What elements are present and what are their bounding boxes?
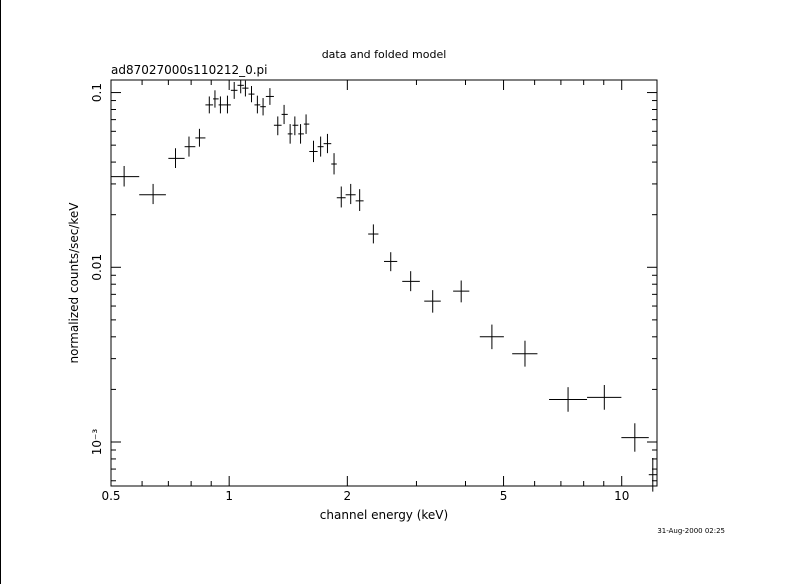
x-minor-ticks bbox=[110, 80, 623, 486]
data-point bbox=[230, 81, 238, 99]
data-point bbox=[248, 86, 255, 103]
data-point bbox=[402, 271, 420, 292]
data-point bbox=[587, 384, 622, 410]
data-point bbox=[298, 124, 304, 144]
data-point bbox=[621, 423, 649, 452]
data-point bbox=[237, 80, 244, 94]
y-axis-label: normalized counts/sec/keV bbox=[67, 202, 81, 364]
data-point bbox=[336, 186, 346, 208]
data-point bbox=[242, 80, 249, 97]
data-point bbox=[195, 128, 206, 147]
x-tick-label: 1 bbox=[225, 489, 233, 503]
x-tick-label: 2 bbox=[344, 489, 352, 503]
data-point bbox=[218, 96, 224, 114]
data-points bbox=[111, 80, 657, 492]
y-tick-label: 10⁻³ bbox=[90, 429, 104, 456]
data-point bbox=[549, 387, 588, 412]
data-point bbox=[317, 136, 324, 157]
data-point bbox=[384, 252, 398, 272]
timestamp: 31-Aug-2000 02:25 bbox=[657, 527, 725, 535]
data-point bbox=[265, 88, 274, 105]
data-point bbox=[168, 148, 185, 169]
data-point bbox=[453, 280, 470, 303]
x-tick-label: 5 bbox=[500, 489, 508, 503]
x-tick-label: 0.5 bbox=[101, 489, 120, 503]
plot-frame bbox=[110, 79, 658, 487]
data-point bbox=[213, 90, 219, 108]
data-point bbox=[260, 98, 266, 116]
y-tick-labels: 0.1 0.01 10⁻³ bbox=[90, 83, 104, 455]
data-point bbox=[184, 136, 196, 157]
data-point bbox=[424, 290, 441, 313]
data-point bbox=[355, 189, 364, 211]
data-point bbox=[303, 114, 310, 134]
x-axis-label: channel energy (keV) bbox=[320, 508, 448, 522]
data-point bbox=[368, 224, 379, 244]
data-point bbox=[345, 183, 356, 205]
data-point bbox=[111, 165, 140, 187]
data-point bbox=[331, 153, 337, 175]
data-point bbox=[648, 457, 657, 492]
data-point bbox=[323, 133, 332, 154]
x-tick-label: 10 bbox=[614, 489, 629, 503]
y-tick-label: 0.1 bbox=[90, 83, 104, 102]
chart-title: data and folded model bbox=[322, 48, 447, 61]
data-point bbox=[273, 116, 282, 136]
data-point bbox=[479, 324, 504, 350]
data-point bbox=[281, 104, 288, 125]
data-point bbox=[205, 96, 214, 114]
x-tick-labels: 0.5 1 2 5 10 bbox=[101, 489, 629, 503]
data-point bbox=[223, 95, 231, 114]
window-left-edge bbox=[0, 0, 1, 584]
data-point bbox=[292, 116, 299, 136]
data-point bbox=[254, 95, 261, 114]
data-point bbox=[309, 140, 318, 163]
y-minor-ticks bbox=[111, 92, 657, 482]
data-point bbox=[139, 183, 166, 205]
chart-subtitle: ad87027000s110212_0.pi bbox=[111, 63, 268, 77]
y-tick-label: 0.01 bbox=[90, 254, 104, 281]
data-point bbox=[512, 340, 538, 367]
data-point bbox=[287, 124, 293, 144]
